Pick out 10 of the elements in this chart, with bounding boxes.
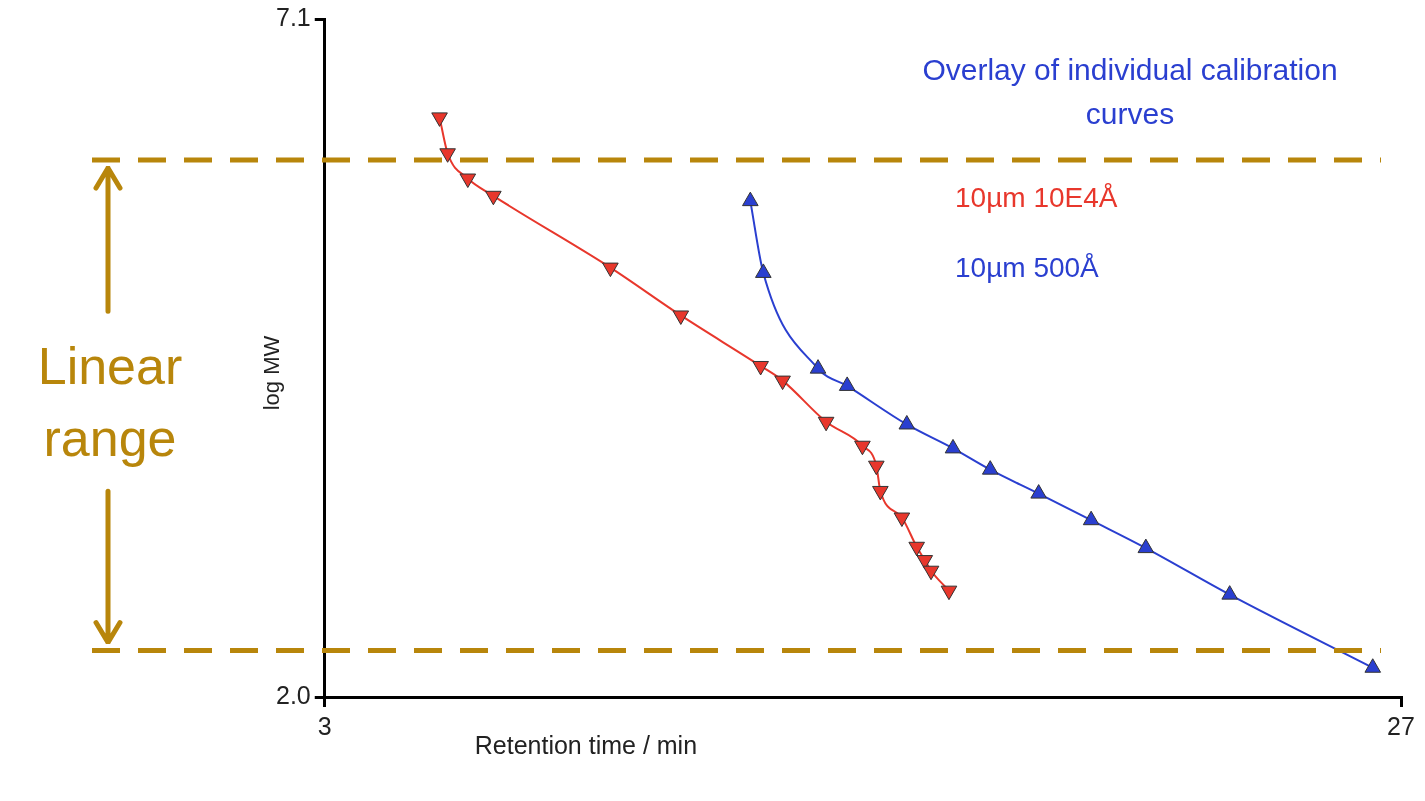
x-tick-label: 3 bbox=[317, 711, 332, 740]
text: Linear range bbox=[36, 336, 184, 470]
text: 10µm 10E4Å bbox=[955, 182, 1118, 214]
text: Overlay of individual calibration curves bbox=[921, 52, 1339, 132]
y-tick-label: 2.0 bbox=[275, 680, 311, 709]
y-tick-label: 7.1 bbox=[275, 2, 311, 31]
x-axis-title: Retention time / min bbox=[474, 731, 698, 760]
y-axis-title: log MW bbox=[259, 335, 286, 411]
x-tick-label: 27 bbox=[1387, 711, 1415, 740]
text: 10µm 500Å bbox=[955, 252, 1099, 284]
